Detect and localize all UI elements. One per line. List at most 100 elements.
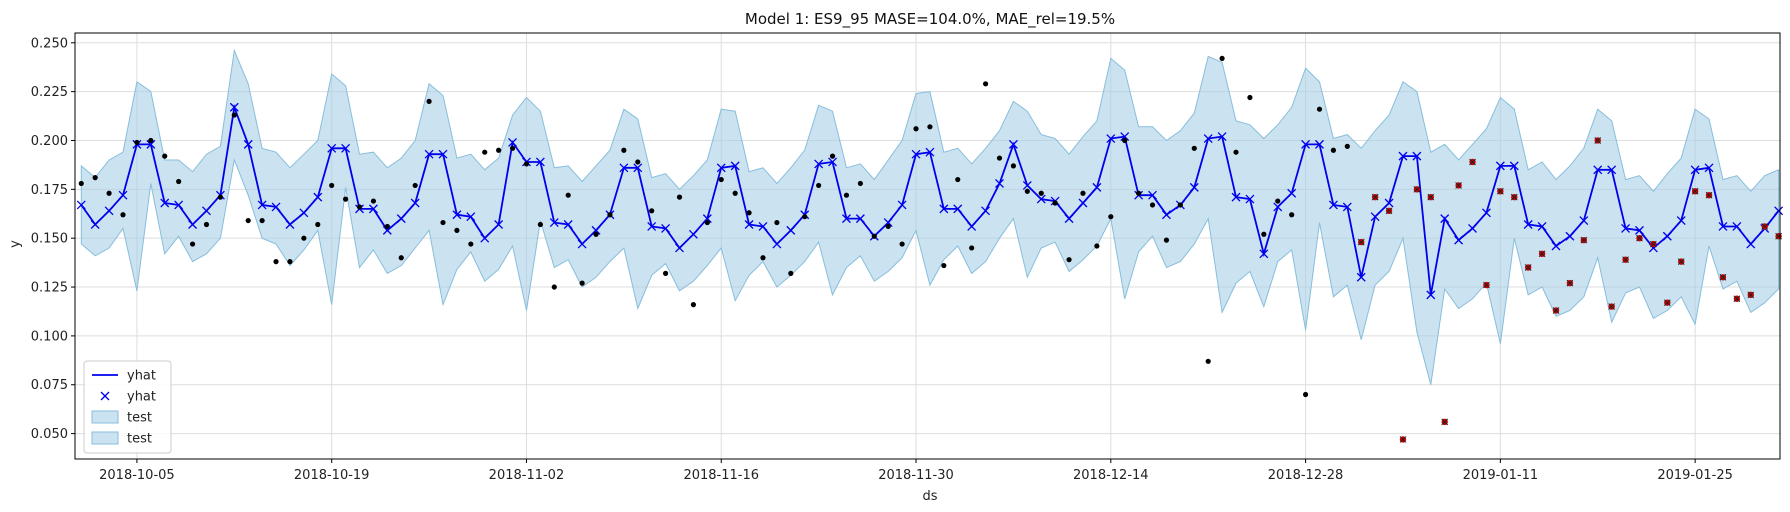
legend-marker-swatch [100, 391, 110, 401]
legend-label: test [127, 411, 152, 426]
actual-point [1066, 257, 1072, 263]
actual-point [829, 153, 836, 159]
actual-point [621, 147, 627, 153]
actual-point [189, 241, 196, 247]
actual-point [454, 227, 460, 233]
yhat-marker-stroke [549, 218, 559, 228]
yhat-series [76, 102, 1784, 300]
actual-point [162, 153, 168, 159]
test-point [1510, 193, 1518, 201]
test-point [1761, 223, 1769, 230]
yhat-marker [466, 212, 476, 222]
actual-point [412, 182, 418, 189]
actual-point [816, 182, 822, 189]
yhat-marker [828, 157, 838, 167]
test-point [1427, 193, 1435, 201]
test-point-cross [1552, 307, 1560, 314]
yhat-marker [452, 210, 462, 220]
test-point [1455, 182, 1462, 189]
test-point-cross [1636, 234, 1643, 242]
yhat-marker [508, 137, 518, 147]
yhat-marker [1704, 163, 1714, 173]
yhat-marker-stroke [410, 198, 420, 208]
yhat-marker [76, 200, 86, 210]
yhat-marker-stroke [1161, 210, 1171, 220]
yhat-marker-stroke [1328, 200, 1338, 210]
actual-point [259, 217, 265, 224]
actual-point [802, 214, 808, 220]
yhat-marker [1120, 132, 1130, 142]
yhat-marker [925, 147, 935, 157]
yhat-marker-stroke [1440, 214, 1450, 224]
yhat-marker [257, 200, 267, 210]
actual-point [969, 245, 975, 251]
y-tick-label: 0.075 [31, 378, 68, 393]
y-tick-label: 0.175 [31, 183, 68, 198]
test-point-cross [1455, 182, 1462, 189]
y-tick-label: 0.050 [31, 427, 68, 442]
test-point [1497, 187, 1504, 195]
yhat-marker [772, 239, 782, 249]
yhat-marker [967, 221, 977, 231]
x-tick-label: 2018-11-30 [878, 468, 954, 483]
yhat-marker [897, 200, 907, 210]
actual-point [955, 176, 961, 183]
yhat-marker-stroke [257, 200, 267, 210]
actual-point [1275, 198, 1281, 204]
yhat-marker-stroke [1092, 182, 1102, 192]
yhat-marker [1774, 206, 1784, 216]
actual-point [1094, 243, 1100, 249]
yhat-marker [1064, 214, 1074, 224]
actual-point [1261, 231, 1267, 237]
yhat-marker-stroke [508, 137, 518, 147]
yhat-marker-stroke [1551, 241, 1561, 251]
yhat-marker [1593, 165, 1603, 175]
actual-point [857, 180, 863, 187]
yhat-marker [229, 102, 239, 112]
yhat-marker [1301, 139, 1311, 149]
yhat-marker [285, 220, 295, 229]
yhat-marker [1342, 202, 1352, 212]
actual-point [732, 190, 738, 196]
plot-frame [74, 32, 1781, 460]
yhat-marker-stroke [271, 202, 281, 212]
yhat-marker-stroke [577, 239, 587, 249]
actual-point [662, 270, 669, 276]
yhat-marker [1495, 161, 1505, 171]
yhat-marker-stroke [1523, 220, 1533, 229]
actual-point [927, 124, 933, 130]
actual-point [1080, 190, 1086, 196]
yhat-marker [730, 161, 740, 171]
test-point [1371, 193, 1379, 201]
actual-point [1136, 190, 1142, 196]
yhat-marker [841, 214, 851, 224]
yhat-marker [494, 220, 504, 229]
yhat-marker [786, 225, 796, 235]
yhat-marker-stroke [619, 163, 629, 173]
yhat-marker-stroke [897, 200, 907, 210]
actual-point [1247, 94, 1253, 101]
yhat-marker-stroke [744, 220, 754, 229]
yhat-marker [424, 149, 434, 159]
actual-point [1177, 202, 1183, 208]
test-point-cross [1663, 299, 1671, 307]
yhat-marker-stroke [1356, 272, 1366, 282]
yhat-marker [146, 139, 156, 149]
actual-point [593, 231, 599, 237]
yhat-marker [675, 243, 684, 253]
yhat-marker-stroke [1231, 192, 1241, 202]
yhat-marker-stroke [396, 214, 406, 224]
actual-point [635, 159, 641, 165]
x-tick-label: 2018-11-16 [683, 468, 759, 483]
actual-point [231, 112, 237, 118]
actual-point [468, 241, 474, 247]
actual-point [718, 176, 724, 183]
yhat-marker [410, 198, 420, 208]
yhat-marker [1008, 139, 1018, 149]
test-point-cross [1761, 223, 1769, 230]
yhat-marker [1412, 151, 1422, 161]
test-point-cross [1357, 238, 1365, 246]
yhat-marker-stroke [939, 204, 949, 214]
actual-point [496, 147, 502, 153]
x-axis-ticks: 2018-10-05 2018-10-19 2018-11-02 2018-11-16… [99, 459, 1733, 483]
